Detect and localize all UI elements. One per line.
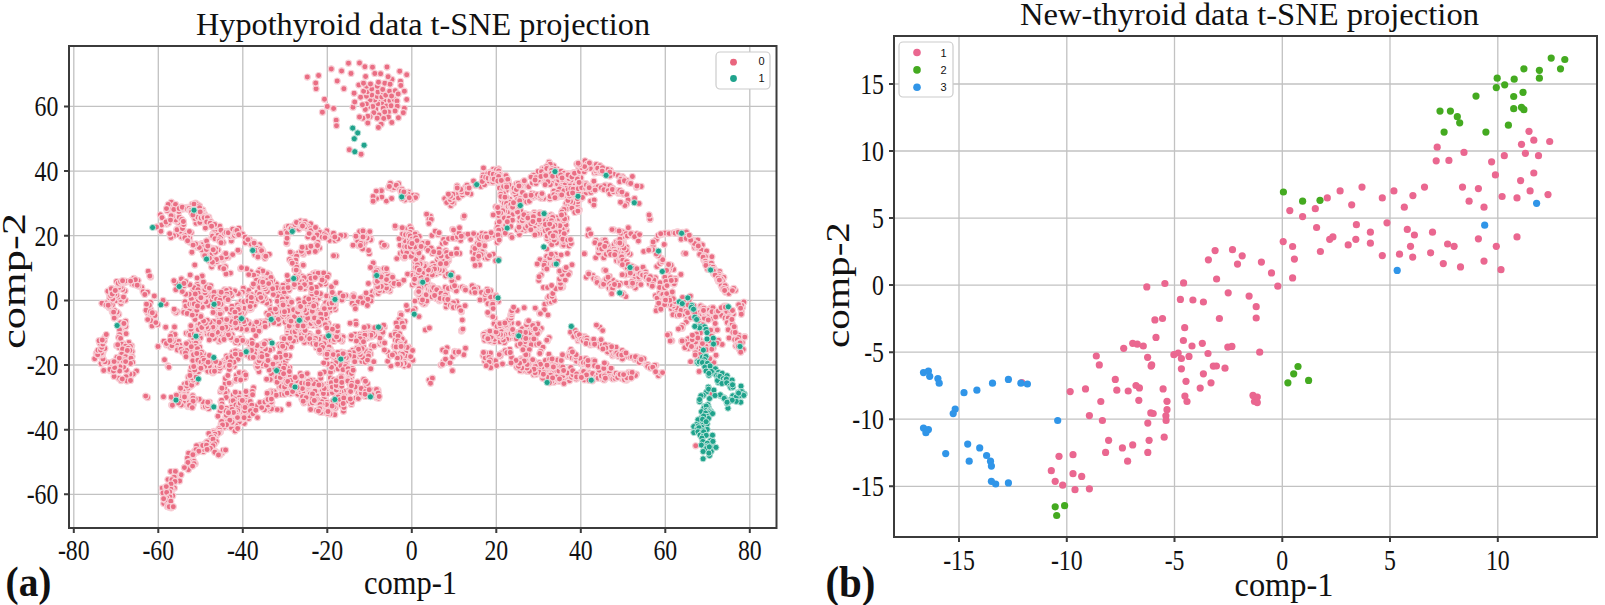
svg-text:80: 80: [738, 533, 762, 566]
svg-text:0: 0: [47, 283, 59, 316]
svg-text:60: 60: [35, 89, 59, 122]
svg-text:(a): (a): [6, 559, 52, 605]
svg-text:-15: -15: [943, 543, 975, 576]
svg-text:comp-2: comp-2: [0, 213, 32, 349]
svg-text:-40: -40: [27, 413, 59, 446]
svg-text:40: 40: [569, 533, 593, 566]
svg-text:-5: -5: [1165, 543, 1185, 576]
svg-text:10: 10: [1486, 543, 1510, 576]
svg-text:-80: -80: [58, 533, 90, 566]
svg-text:New-thyroid data t-SNE project: New-thyroid data t-SNE projection: [1020, 0, 1480, 32]
svg-text:5: 5: [872, 201, 884, 234]
svg-text:-60: -60: [27, 477, 59, 510]
svg-text:0: 0: [872, 268, 884, 301]
svg-text:comp-1: comp-1: [1235, 567, 1334, 603]
svg-text:(b): (b): [826, 557, 876, 605]
svg-text:-20: -20: [27, 348, 59, 381]
svg-text:-40: -40: [227, 533, 259, 566]
svg-text:-60: -60: [142, 533, 174, 566]
svg-text:0: 0: [758, 55, 764, 67]
svg-text:comp-1: comp-1: [364, 565, 457, 601]
svg-text:1: 1: [941, 47, 947, 59]
svg-text:-10: -10: [852, 402, 884, 435]
svg-text:5: 5: [1384, 543, 1396, 576]
svg-text:20: 20: [35, 219, 59, 252]
svg-text:3: 3: [941, 81, 947, 93]
svg-text:-5: -5: [864, 335, 884, 368]
svg-text:1: 1: [758, 72, 764, 84]
svg-text:-20: -20: [311, 533, 343, 566]
svg-text:40: 40: [35, 154, 59, 187]
svg-text:Hypothyroid data t-SNE project: Hypothyroid data t-SNE projection: [196, 7, 651, 42]
svg-text:-15: -15: [852, 469, 884, 502]
svg-text:60: 60: [653, 533, 677, 566]
svg-text:10: 10: [860, 134, 884, 167]
svg-text:comp-2: comp-2: [820, 222, 856, 348]
svg-text:0: 0: [406, 533, 418, 566]
svg-text:2: 2: [941, 64, 947, 76]
svg-text:-10: -10: [1051, 543, 1083, 576]
svg-text:20: 20: [484, 533, 508, 566]
svg-text:15: 15: [860, 67, 884, 100]
